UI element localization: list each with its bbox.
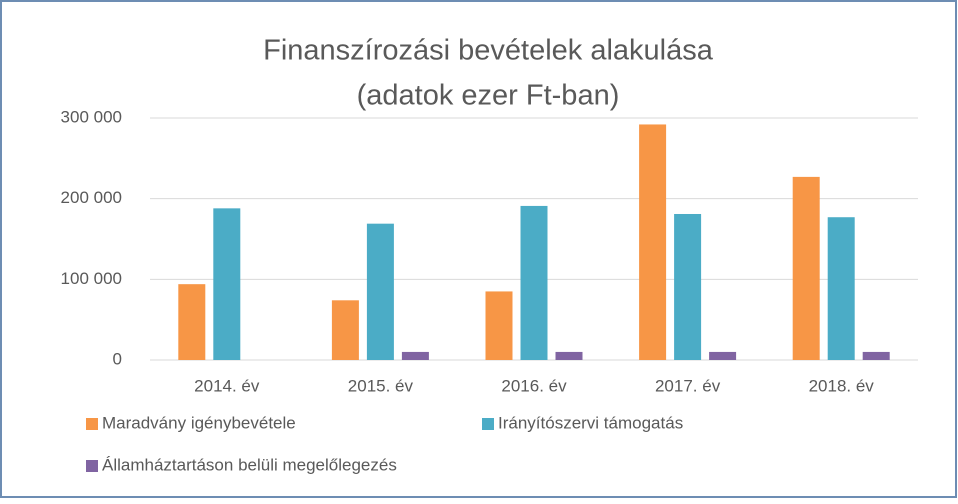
bar — [827, 217, 855, 360]
y-tick-label: 100 000 — [61, 269, 122, 288]
bar — [674, 213, 702, 360]
legend-label: Irányítószervi támogatás — [498, 413, 683, 432]
chart-subtitle: (adatok ezer Ft-ban) — [357, 80, 620, 112]
legend-label: Államháztartáson belüli megelőlegezés — [102, 455, 397, 474]
bar — [366, 223, 394, 360]
bar — [331, 300, 359, 360]
legend-label: Maradvány igénybevétele — [102, 413, 296, 432]
bar — [555, 351, 583, 360]
bar — [862, 351, 890, 360]
bar — [520, 205, 548, 360]
y-tick-label: 300 000 — [61, 107, 122, 126]
legend-swatch — [86, 460, 98, 472]
legend-swatch — [482, 418, 494, 430]
x-tick-label: 2016. év — [501, 376, 567, 395]
bar — [178, 284, 206, 360]
bar — [792, 176, 820, 360]
legend-swatch — [86, 418, 98, 430]
y-tick-label: 0 — [113, 349, 122, 368]
bar — [709, 351, 737, 360]
bar — [485, 291, 513, 360]
x-tick-label: 2017. év — [655, 376, 721, 395]
bar — [213, 208, 241, 360]
chart-title: Finanszírozási bevételek alakulása — [263, 35, 714, 67]
x-tick-label: 2018. év — [809, 376, 875, 395]
y-tick-label: 200 000 — [61, 188, 122, 207]
x-tick-label: 2015. év — [348, 376, 414, 395]
bar — [639, 124, 667, 360]
bar — [401, 351, 429, 360]
x-tick-label: 2014. év — [194, 376, 260, 395]
